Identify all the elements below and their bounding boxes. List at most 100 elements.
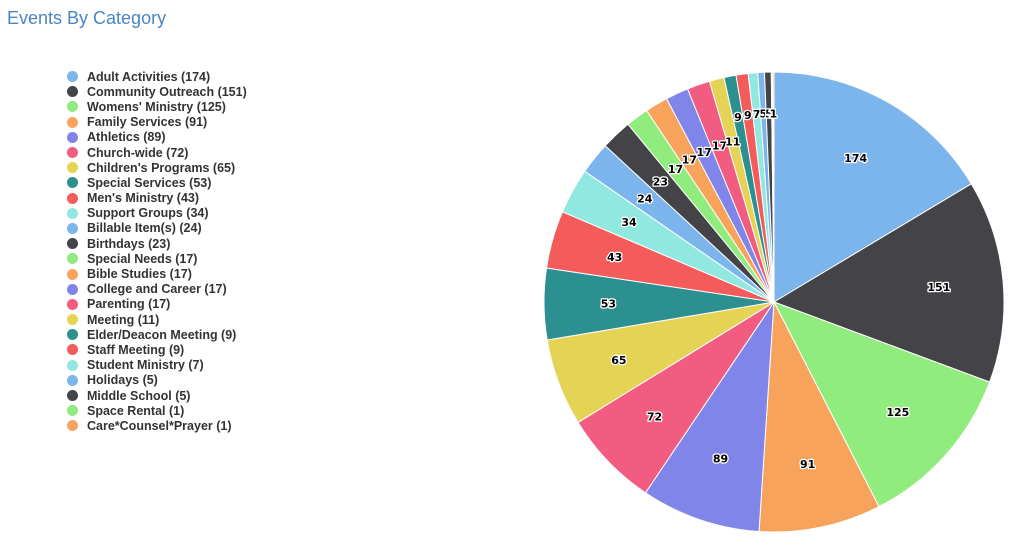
legend-swatch — [67, 374, 78, 386]
data-label: 1 — [770, 107, 778, 120]
data-label: 17 — [682, 154, 697, 167]
data-label: 11 — [725, 136, 740, 149]
data-label: 53 — [601, 297, 616, 310]
data-label: 5 — [760, 108, 768, 121]
legend-item[interactable]: Holidays (5) — [67, 373, 307, 388]
legend-item[interactable]: College and Career (17) — [67, 282, 307, 297]
legend-label: Meeting (11) — [87, 312, 160, 327]
legend-label: Special Needs (17) — [87, 251, 198, 266]
legend-item[interactable]: Staff Meeting (9) — [67, 342, 307, 357]
legend-swatch — [67, 405, 78, 417]
legend-label: Men's Ministry (43) — [87, 191, 200, 206]
legend-swatch — [67, 207, 78, 219]
legend-label: Billable Item(s) (24) — [87, 221, 202, 236]
legend-swatch — [67, 71, 78, 83]
pie-slice[interactable] — [758, 300, 880, 533]
legend-item[interactable]: Bible Studies (17) — [67, 266, 307, 281]
legend-swatch — [67, 314, 78, 326]
legend-swatch — [67, 253, 78, 265]
legend-label: Care*Counsel*Prayer (1) — [87, 418, 232, 433]
legend-label: Children's Programs (65) — [87, 160, 236, 175]
legend-swatch — [67, 86, 78, 98]
legend-label: Elder/Deacon Meeting (9) — [87, 327, 237, 342]
legend-label: Parenting (17) — [87, 297, 171, 312]
legend-label: Space Rental (1) — [87, 403, 185, 418]
legend-swatch — [67, 101, 78, 113]
legend-label: Holidays (5) — [87, 373, 158, 388]
legend-label: Middle School (5) — [87, 388, 191, 403]
data-label: 43 — [607, 251, 622, 264]
legend-item[interactable]: Athletics (89) — [67, 130, 307, 145]
legend-item[interactable]: Space Rental (1) — [67, 403, 307, 418]
legend-swatch — [67, 329, 78, 341]
legend-swatch — [67, 390, 78, 402]
legend-item[interactable]: Middle School (5) — [67, 388, 307, 403]
legend-label: Church-wide (72) — [87, 145, 189, 160]
pie-slice[interactable] — [773, 71, 973, 303]
legend-swatch — [67, 147, 78, 159]
legend-label: Bible Studies (17) — [87, 267, 192, 282]
legend-swatch — [67, 177, 78, 189]
data-label: 17 — [668, 163, 683, 176]
legend-swatch — [67, 162, 78, 174]
data-label: 151 — [927, 281, 950, 294]
data-label: 91 — [800, 458, 815, 471]
data-label: 9 — [734, 111, 742, 124]
legend-item[interactable]: Family Services (91) — [67, 115, 307, 130]
legend-item[interactable]: Special Needs (17) — [67, 251, 307, 266]
data-label: 1 — [768, 107, 776, 120]
legend-item[interactable]: Children's Programs (65) — [67, 160, 307, 175]
legend-label: Birthdays (23) — [87, 236, 171, 251]
legend-label: Athletics (89) — [87, 130, 166, 145]
legend-swatch — [67, 238, 78, 250]
legend-swatch — [67, 192, 78, 204]
pie-slice[interactable] — [644, 300, 775, 533]
pie-slice[interactable] — [772, 183, 1005, 383]
chart-title: Events By Category — [7, 8, 167, 28]
legend-item[interactable]: Birthdays (23) — [67, 236, 307, 251]
legend-label: Student Ministry (7) — [87, 358, 204, 373]
data-label: 34 — [621, 216, 637, 229]
data-label: 125 — [886, 406, 909, 419]
legend-item[interactable]: Parenting (17) — [67, 297, 307, 312]
pie-slice[interactable] — [772, 301, 991, 508]
legend-item[interactable]: Student Ministry (7) — [67, 358, 307, 373]
legend-item[interactable]: Billable Item(s) (24) — [67, 221, 307, 236]
legend-item[interactable]: Womens' Ministry (125) — [67, 99, 307, 114]
data-label: 24 — [637, 192, 653, 205]
legend-swatch — [67, 344, 78, 356]
legend-label: College and Career (17) — [87, 282, 227, 297]
legend-item[interactable]: Community Outreach (151) — [67, 84, 307, 99]
legend-item[interactable]: Men's Ministry (43) — [67, 191, 307, 206]
legend-swatch — [67, 116, 78, 128]
legend-item[interactable]: Special Services (53) — [67, 175, 307, 190]
legend-label: Community Outreach (151) — [87, 84, 247, 99]
legend-label: Womens' Ministry (125) — [87, 99, 226, 114]
legend-swatch — [67, 268, 78, 280]
legend-swatch — [67, 359, 78, 371]
legend-item[interactable]: Support Groups (34) — [67, 206, 307, 221]
legend-item[interactable]: Meeting (11) — [67, 312, 307, 327]
data-label: 89 — [713, 453, 728, 466]
data-label: 72 — [647, 411, 662, 424]
legend-item[interactable]: Elder/Deacon Meeting (9) — [67, 327, 307, 342]
legend-label: Family Services (91) — [87, 115, 208, 130]
legend-swatch — [67, 131, 78, 143]
legend-item[interactable]: Adult Activities (174) — [67, 69, 307, 84]
legend-item[interactable]: Church-wide (72) — [67, 145, 307, 160]
legend-label: Staff Meeting (9) — [87, 342, 185, 357]
pie-slice[interactable] — [772, 71, 775, 303]
chart-legend: Adult Activities (174) Community Outreach… — [67, 69, 307, 434]
data-label: 174 — [844, 152, 867, 165]
data-label: 17 — [696, 146, 711, 159]
legend-item[interactable]: Care*Counsel*Prayer (1) — [67, 418, 307, 433]
legend-swatch — [67, 283, 78, 295]
data-label: 7 — [753, 108, 761, 121]
data-label: 17 — [712, 140, 727, 153]
data-label: 5 — [765, 107, 773, 120]
legend-label: Adult Activities (174) — [87, 69, 211, 84]
legend-swatch — [67, 420, 78, 432]
legend-swatch — [67, 222, 78, 234]
legend-label: Support Groups (34) — [87, 206, 209, 221]
